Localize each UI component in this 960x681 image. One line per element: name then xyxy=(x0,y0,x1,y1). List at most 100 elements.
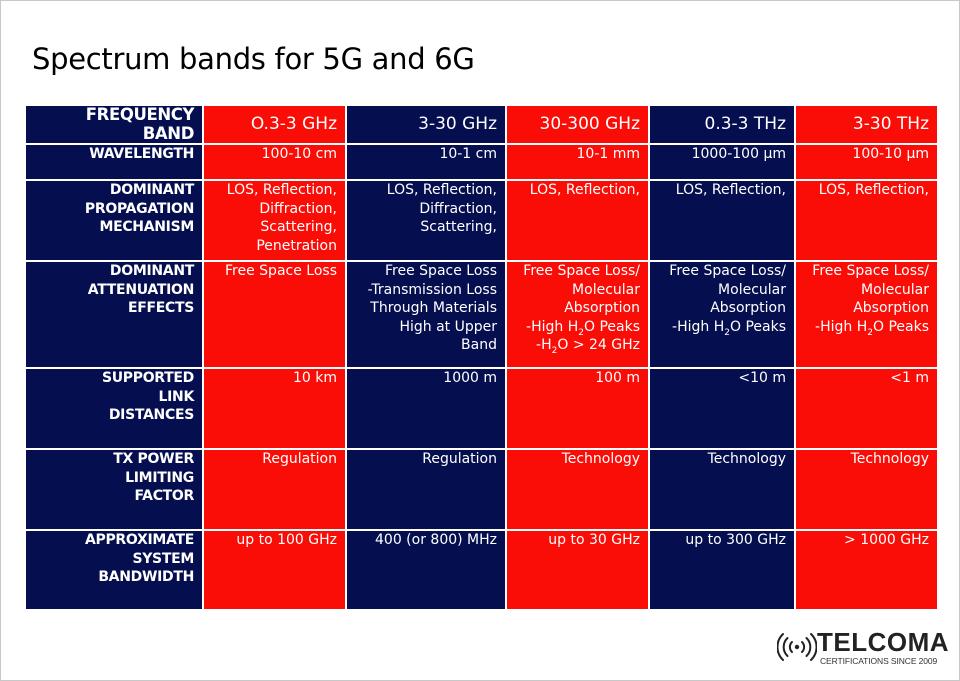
table-row: APPROXIMATE SYSTEM BANDWIDTH up to 100 GHz 4… xyxy=(26,531,937,609)
cell-line: Absorption xyxy=(853,300,929,316)
table-cell: Free Space Loss xyxy=(204,262,345,367)
cell-line: Molecular xyxy=(718,281,786,298)
cell-line: Free Space Loss/ xyxy=(812,263,929,279)
cell-line: LOS, Reflection, xyxy=(386,182,497,198)
table-cell: 100 m xyxy=(507,369,648,448)
row-label-line: EFFECTS xyxy=(127,300,194,316)
cell-line: Band xyxy=(461,337,497,353)
band-header: O.3-3 GHz xyxy=(204,106,345,143)
table-cell: Free Space Loss -Transmission Loss Through… xyxy=(347,262,505,367)
cell-line: Free Space Loss/ xyxy=(669,263,786,279)
cell-line: -High H2O Peaks xyxy=(526,318,640,338)
cell-line: <1 m xyxy=(890,370,929,386)
cell-line: LOS, Reflection, xyxy=(226,182,337,198)
table-cell: <10 m xyxy=(650,369,794,448)
table-cell: up to 300 GHz xyxy=(650,531,794,609)
cell-line: Molecular xyxy=(572,281,640,298)
table-cell: 100-10 µm xyxy=(796,145,937,179)
cell-line: Diffraction, xyxy=(259,200,337,217)
table-cell: LOS, Reflection, xyxy=(796,181,937,260)
row-label-line: DOMINANT xyxy=(109,263,194,279)
cell-line: -H2O > 24 GHz xyxy=(536,337,640,356)
cell-line: High at Upper xyxy=(399,318,497,335)
band-header: 0.3-3 THz xyxy=(650,106,794,143)
table-cell: up to 100 GHz xyxy=(204,531,345,609)
cell-line: 400 (or 800) MHz xyxy=(375,532,497,548)
cell-line: Diffraction, xyxy=(419,200,497,217)
table-row: WAVELENGTH 100-10 cm 10-1 cm 10-1 mm 1000-10… xyxy=(26,145,937,179)
band-header: 3-30 THz xyxy=(796,106,937,143)
row-label-line: ATTENUATION xyxy=(87,281,195,298)
cell-line: Molecular xyxy=(861,281,929,298)
cell-line: 100-10 µm xyxy=(852,146,929,162)
table-cell: 1000 m xyxy=(347,369,505,448)
row-label-line: APPROXIMATE xyxy=(84,532,194,548)
cell-line: Technology xyxy=(707,451,786,467)
page-title: Spectrum bands for 5G and 6G xyxy=(32,42,475,76)
table-cell: Free Space Loss/Molecular Absorption -High… xyxy=(796,262,937,367)
row-label-line: DOMINANT xyxy=(109,182,194,198)
cell-line: Scattering, xyxy=(260,219,337,235)
row-label-line: SYSTEM xyxy=(132,550,194,567)
table-cell: LOS, Reflection, xyxy=(650,181,794,260)
header-row: FREQUENCY BAND O.3-3 GHz 3-30 GHz 30-300 GH… xyxy=(26,105,937,143)
row-label-line: DISTANCES xyxy=(108,407,194,423)
cell-line: Regulation xyxy=(422,451,497,467)
table-cell: Free Space Loss/Molecular Absorption -High… xyxy=(650,262,794,367)
cell-line: Absorption xyxy=(710,300,786,316)
table-cell: Free Space Loss/Molecular Absorption -High… xyxy=(507,262,648,367)
cell-line: -High H2O Peaks xyxy=(815,318,929,338)
cell-line: LOS, Reflection, xyxy=(818,182,929,198)
table-cell: Regulation xyxy=(204,450,345,529)
table-row: DOMINANT ATTENUATION EFFECTS Free Space Los… xyxy=(26,262,937,367)
cell-line: 10 km xyxy=(292,370,337,386)
cell-line: up to 100 GHz xyxy=(236,532,337,548)
table-cell: 10-1 cm xyxy=(347,145,505,179)
cell-line: Penetration xyxy=(256,237,337,254)
cell-line: Free Space Loss/ xyxy=(523,263,640,279)
table-cell: LOS, Reflection, Diffraction, Scattering, xyxy=(347,181,505,260)
table-cell: up to 30 GHz xyxy=(507,531,648,609)
row-label-line: WAVELENGTH xyxy=(89,146,194,162)
row-label-line: PROPAGATION xyxy=(84,200,194,217)
table-row: SUPPORTED LINK DISTANCES 10 km 1000 m 100 m <1… xyxy=(26,369,937,448)
cell-line: Free Space Loss xyxy=(385,263,497,279)
row-label-line: LIMITING xyxy=(125,469,194,486)
table-cell: Technology xyxy=(507,450,648,529)
table-cell: LOS, Reflection, xyxy=(507,181,648,260)
frequency-band-label: FREQUENCY BAND xyxy=(26,105,202,143)
table-row: DOMINANT PROPAGATION MECHANISM LOS, Reflect… xyxy=(26,181,937,260)
table-cell: 10 km xyxy=(204,369,345,448)
cell-line: Technology xyxy=(561,451,640,467)
cell-line: -High H2O Peaks xyxy=(672,318,786,338)
row-label: APPROXIMATE SYSTEM BANDWIDTH xyxy=(26,531,202,609)
table-cell: <1 m xyxy=(796,369,937,448)
row-label: DOMINANT PROPAGATION MECHANISM xyxy=(26,181,202,260)
logo-brand: TELCOMA xyxy=(817,627,950,657)
row-label-line: SUPPORTED xyxy=(101,370,194,386)
wireless-signal-icon xyxy=(777,633,817,661)
row-label-line: BANDWIDTH xyxy=(98,569,194,585)
spectrum-table: FREQUENCY BAND O.3-3 GHz 3-30 GHz 30-300 GH… xyxy=(24,104,939,611)
cell-line: Through Materials xyxy=(370,300,497,316)
cell-line: -Transmission Loss xyxy=(367,281,497,298)
table-cell: 1000-100 µm xyxy=(650,145,794,179)
cell-line: Regulation xyxy=(262,451,337,467)
cell-line: 10-1 cm xyxy=(439,146,497,162)
cell-line: LOS, Reflection, xyxy=(675,182,786,198)
table-cell: 10-1 mm xyxy=(507,145,648,179)
cell-line: > 1000 GHz xyxy=(844,532,929,548)
cell-line: Absorption xyxy=(564,300,640,316)
cell-line: 1000-100 µm xyxy=(691,146,786,162)
row-label: SUPPORTED LINK DISTANCES xyxy=(26,369,202,448)
row-label: TX POWER LIMITING FACTOR xyxy=(26,450,202,529)
cell-line: Technology xyxy=(850,451,929,467)
band-header: 3-30 GHz xyxy=(347,106,505,143)
row-label: DOMINANT ATTENUATION EFFECTS xyxy=(26,262,202,367)
row-label-line: LINK xyxy=(158,388,195,405)
cell-line: 100-10 cm xyxy=(261,146,337,162)
row-label-line: FACTOR xyxy=(134,488,195,504)
row-label-line: TX POWER xyxy=(113,451,194,467)
band-header: 30-300 GHz xyxy=(507,106,648,143)
table-cell: Technology xyxy=(796,450,937,529)
